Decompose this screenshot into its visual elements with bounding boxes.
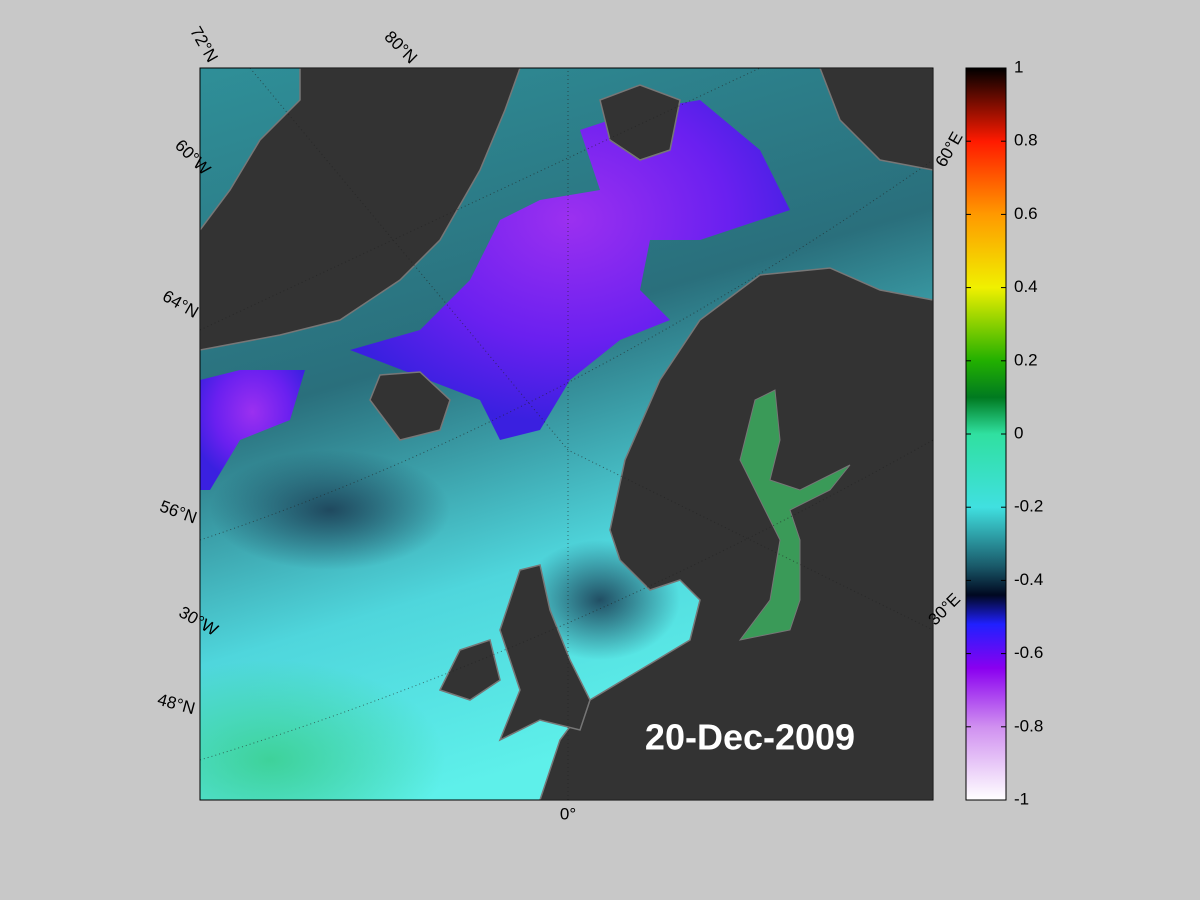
colorbar [965, 67, 1007, 801]
map-frame [199, 67, 934, 801]
baltic-sea [738, 389, 851, 641]
graticule-label: 80°N [381, 27, 421, 67]
graticule-label: 64°N [159, 286, 201, 321]
ocean-deep [210, 450, 450, 570]
graticule-label: 48°N [155, 690, 197, 718]
colorbar-tick-label: 0 [1014, 423, 1023, 442]
anomaly-region [350, 100, 790, 440]
colorbar-tick-label: 0.4 [1014, 277, 1038, 296]
europe [539, 267, 933, 800]
colorbar-tick-label: -0.6 [1014, 643, 1043, 662]
colorbar-tick-label: -0.4 [1014, 570, 1043, 589]
colorbar-tick-label: 0.6 [1014, 204, 1038, 223]
colorbar-tick-label: -0.8 [1014, 716, 1043, 735]
iceland [369, 371, 451, 441]
date-label: 20-Dec-2009 [645, 717, 855, 758]
colorbar-tick-label: 0.8 [1014, 131, 1038, 150]
colorbar-tick-label: 0.2 [1014, 350, 1038, 369]
graticule-label: 56°N [157, 497, 199, 528]
svalbard [599, 84, 681, 161]
greenland [200, 68, 521, 351]
graticule-label: 0° [560, 804, 576, 823]
graticule-label: 72°N [186, 23, 221, 65]
ocean-warm [200, 600, 550, 800]
colorbar-tick-label: 1 [1014, 57, 1023, 76]
ireland [438, 639, 501, 701]
graticule-label: 60°E [932, 129, 967, 171]
russia-north [819, 68, 933, 171]
graticule [200, 68, 933, 800]
map-area [200, 68, 933, 800]
colorbar-tick-label: -1 [1014, 789, 1029, 808]
great-britain [498, 564, 591, 742]
colorbar-tick-label: -0.2 [1014, 497, 1043, 516]
anomaly-region [200, 370, 305, 490]
